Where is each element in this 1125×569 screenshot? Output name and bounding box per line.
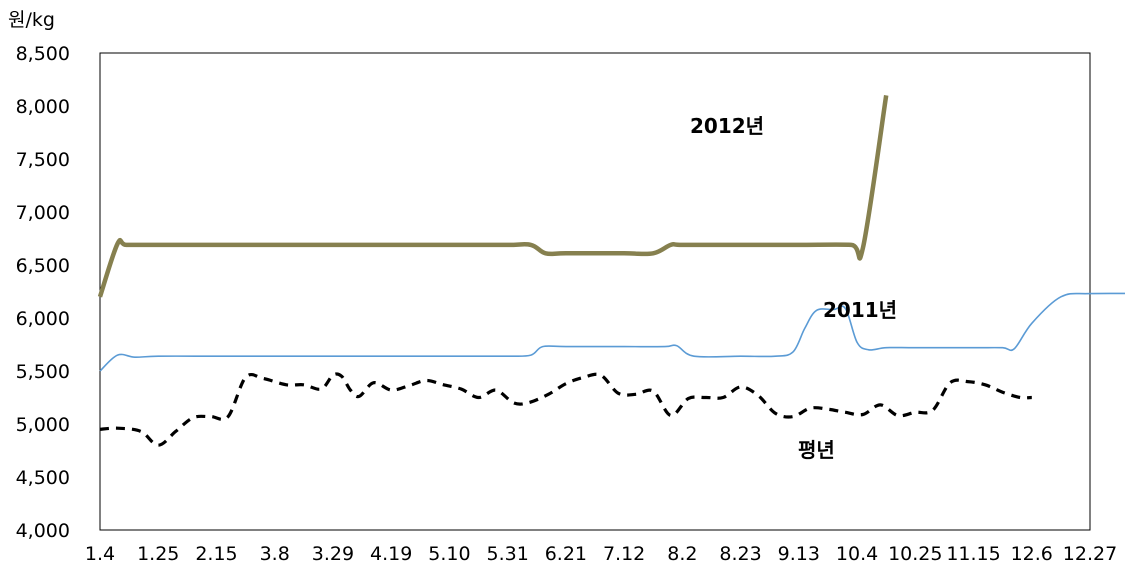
x-tick-label: 8.23 bbox=[719, 543, 761, 565]
y-tick-label: 8,000 bbox=[16, 96, 70, 118]
x-tick-label: 5.31 bbox=[486, 543, 528, 565]
x-tick-label: 2.15 bbox=[195, 543, 237, 565]
x-axis-tick-labels: 1.4 1.25 2.15 3.8 3.29 4.19 5.10 5.31 6.21 7.12 8.… bbox=[85, 543, 1117, 565]
x-tick-label: 9.13 bbox=[778, 543, 820, 565]
series-label-2011: 2011년 bbox=[823, 298, 897, 322]
y-tick-label: 8,500 bbox=[16, 43, 70, 65]
x-tick-label: 12.6 bbox=[1011, 543, 1053, 565]
x-tick-label: 12.27 bbox=[1063, 543, 1117, 565]
y-tick-label: 4,000 bbox=[16, 520, 70, 542]
y-tick-label: 6,000 bbox=[16, 308, 70, 330]
y-tick-label: 7,500 bbox=[16, 149, 70, 171]
y-tick-label: 4,500 bbox=[16, 467, 70, 489]
x-tick-label: 8.2 bbox=[667, 543, 697, 565]
y-axis-unit-label: 원/kg bbox=[8, 9, 55, 31]
series-line-normal bbox=[99, 372, 1032, 447]
x-tick-label: 1.4 bbox=[85, 543, 115, 565]
series-line-2012 bbox=[97, 95, 889, 298]
x-tick-label: 10.25 bbox=[888, 543, 942, 565]
y-tick-label: 5,500 bbox=[16, 361, 70, 383]
x-tick-label: 1.25 bbox=[137, 543, 179, 565]
x-tick-label: 3.8 bbox=[260, 543, 290, 565]
x-tick-label: 4.19 bbox=[370, 543, 412, 565]
series-label-2012: 2012년 bbox=[690, 114, 764, 138]
y-tick-label: 7,000 bbox=[16, 202, 70, 224]
series-lines bbox=[97, 95, 1125, 447]
y-axis-tick-labels: 4,000 4,500 5,000 5,500 6,000 6,500 7,000 7,500… bbox=[16, 43, 70, 542]
x-tick-label: 10.4 bbox=[836, 543, 878, 565]
x-tick-label: 7.12 bbox=[603, 543, 645, 565]
x-tick-label: 3.29 bbox=[312, 543, 354, 565]
series-label-normal: 평년 bbox=[798, 438, 835, 462]
y-tick-label: 6,500 bbox=[16, 255, 70, 277]
x-tick-label: 11.15 bbox=[946, 543, 1000, 565]
y-tick-label: 5,000 bbox=[16, 414, 70, 436]
x-tick-label: 6.21 bbox=[545, 543, 587, 565]
plot-area-border bbox=[99, 52, 1091, 531]
series-line-2011 bbox=[99, 292, 1125, 372]
x-tick-label: 5.10 bbox=[428, 543, 470, 565]
